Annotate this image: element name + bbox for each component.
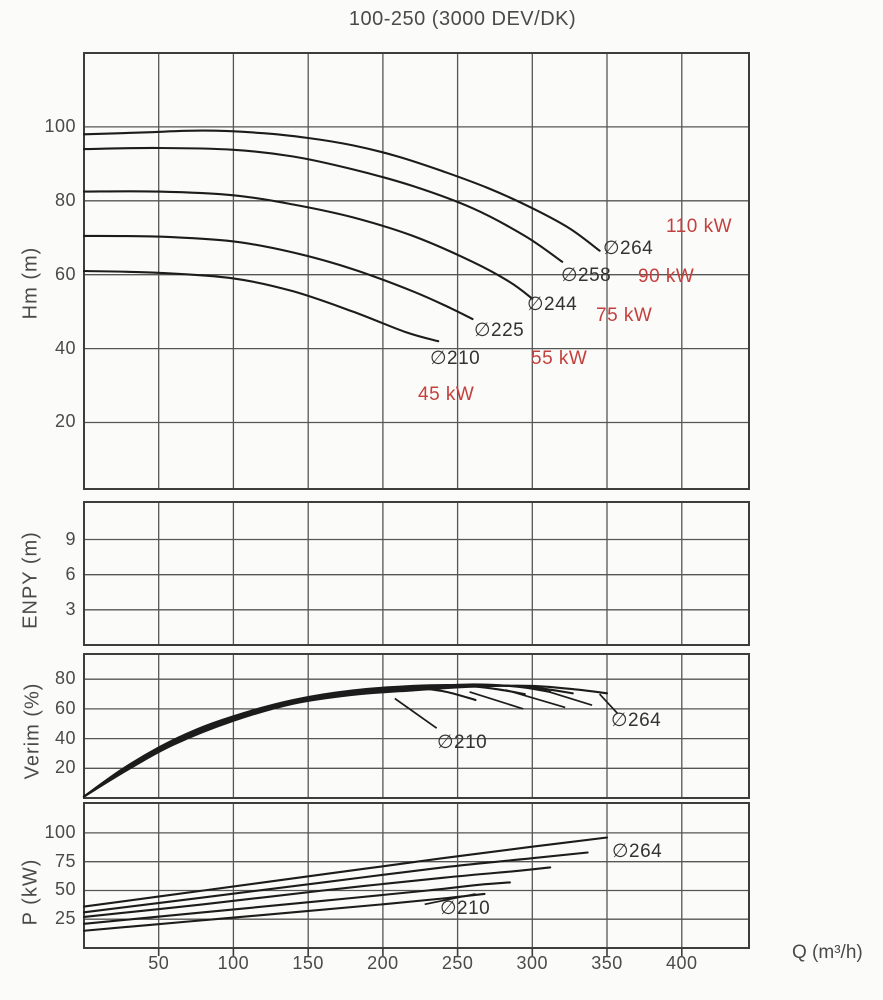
leader-line bbox=[505, 689, 566, 709]
power-label: 75 kW bbox=[596, 305, 653, 326]
x-tick-label: 150 bbox=[292, 953, 324, 973]
panel-border bbox=[83, 653, 750, 799]
y-tick-label: 20 bbox=[54, 757, 76, 778]
leader-line bbox=[394, 697, 438, 729]
y-tick-label: 25 bbox=[54, 908, 76, 929]
curve-label: ∅210 bbox=[430, 348, 481, 369]
x-axis-title: Q (m³/h) bbox=[792, 942, 863, 963]
curve-0-d264 bbox=[82, 129, 601, 252]
curve-label: ∅264 bbox=[603, 238, 654, 259]
curve-label: ∅264 bbox=[612, 841, 663, 862]
panel-border bbox=[83, 501, 750, 646]
x-tick-label: 350 bbox=[591, 953, 623, 973]
panel-border bbox=[83, 802, 750, 949]
curve-label: ∅210 bbox=[437, 732, 488, 753]
leader-line bbox=[469, 691, 524, 710]
curve-3-d244 bbox=[82, 866, 552, 918]
power-label: 55 kW bbox=[531, 348, 588, 369]
curve-label: ∅258 bbox=[561, 265, 612, 286]
x-tick-label: 100 bbox=[217, 953, 250, 973]
power-label: 110 kW bbox=[666, 216, 733, 237]
curve-label: ∅225 bbox=[474, 320, 525, 341]
curve-0-d244 bbox=[82, 190, 534, 300]
y-tick-label: 60 bbox=[54, 263, 76, 284]
leader-line bbox=[424, 893, 476, 906]
leader-line bbox=[536, 687, 593, 707]
y-tick-label: 40 bbox=[54, 727, 76, 748]
curve-label: ∅264 bbox=[611, 710, 662, 731]
y-tick-label: 80 bbox=[54, 668, 76, 689]
curve-3-d258 bbox=[82, 851, 589, 914]
curve-0-d258 bbox=[82, 146, 564, 263]
y-tick-label: 6 bbox=[65, 563, 76, 584]
x-tick-label: 200 bbox=[367, 953, 399, 973]
leader-line bbox=[598, 693, 619, 714]
x-tick-label: 400 bbox=[665, 953, 698, 973]
page-title: 100-250 (3000 DEV/DK) bbox=[348, 8, 577, 30]
curve-label: ∅210 bbox=[440, 898, 491, 919]
y-tick-label: 50 bbox=[54, 879, 76, 900]
curve-3-d210 bbox=[82, 892, 486, 932]
curve-2-d264 bbox=[82, 684, 609, 798]
y-tick-label: 80 bbox=[54, 189, 76, 210]
y-tick-label: 75 bbox=[54, 850, 76, 871]
curve-3-d225 bbox=[82, 881, 511, 925]
curve-3-d264 bbox=[82, 836, 609, 908]
power-label: 45 kW bbox=[418, 384, 475, 405]
y-tick-label: 60 bbox=[54, 697, 76, 718]
y-tick-label: 100 bbox=[44, 821, 76, 842]
y-tick-label: 20 bbox=[54, 411, 76, 432]
x-tick-label: 250 bbox=[441, 953, 474, 973]
y-tick-label: 40 bbox=[54, 337, 76, 358]
y-tick-label: 100 bbox=[44, 115, 76, 136]
y-tick-label: 3 bbox=[65, 598, 76, 619]
y-tick-label: 9 bbox=[65, 528, 76, 549]
curve-0-d225 bbox=[82, 234, 474, 321]
x-tick-label: 50 bbox=[148, 953, 170, 973]
x-tick-label: 300 bbox=[516, 953, 549, 973]
power-label: 90 kW bbox=[638, 266, 695, 287]
curve-0-d210 bbox=[82, 269, 440, 343]
curve-label: ∅244 bbox=[527, 294, 578, 315]
